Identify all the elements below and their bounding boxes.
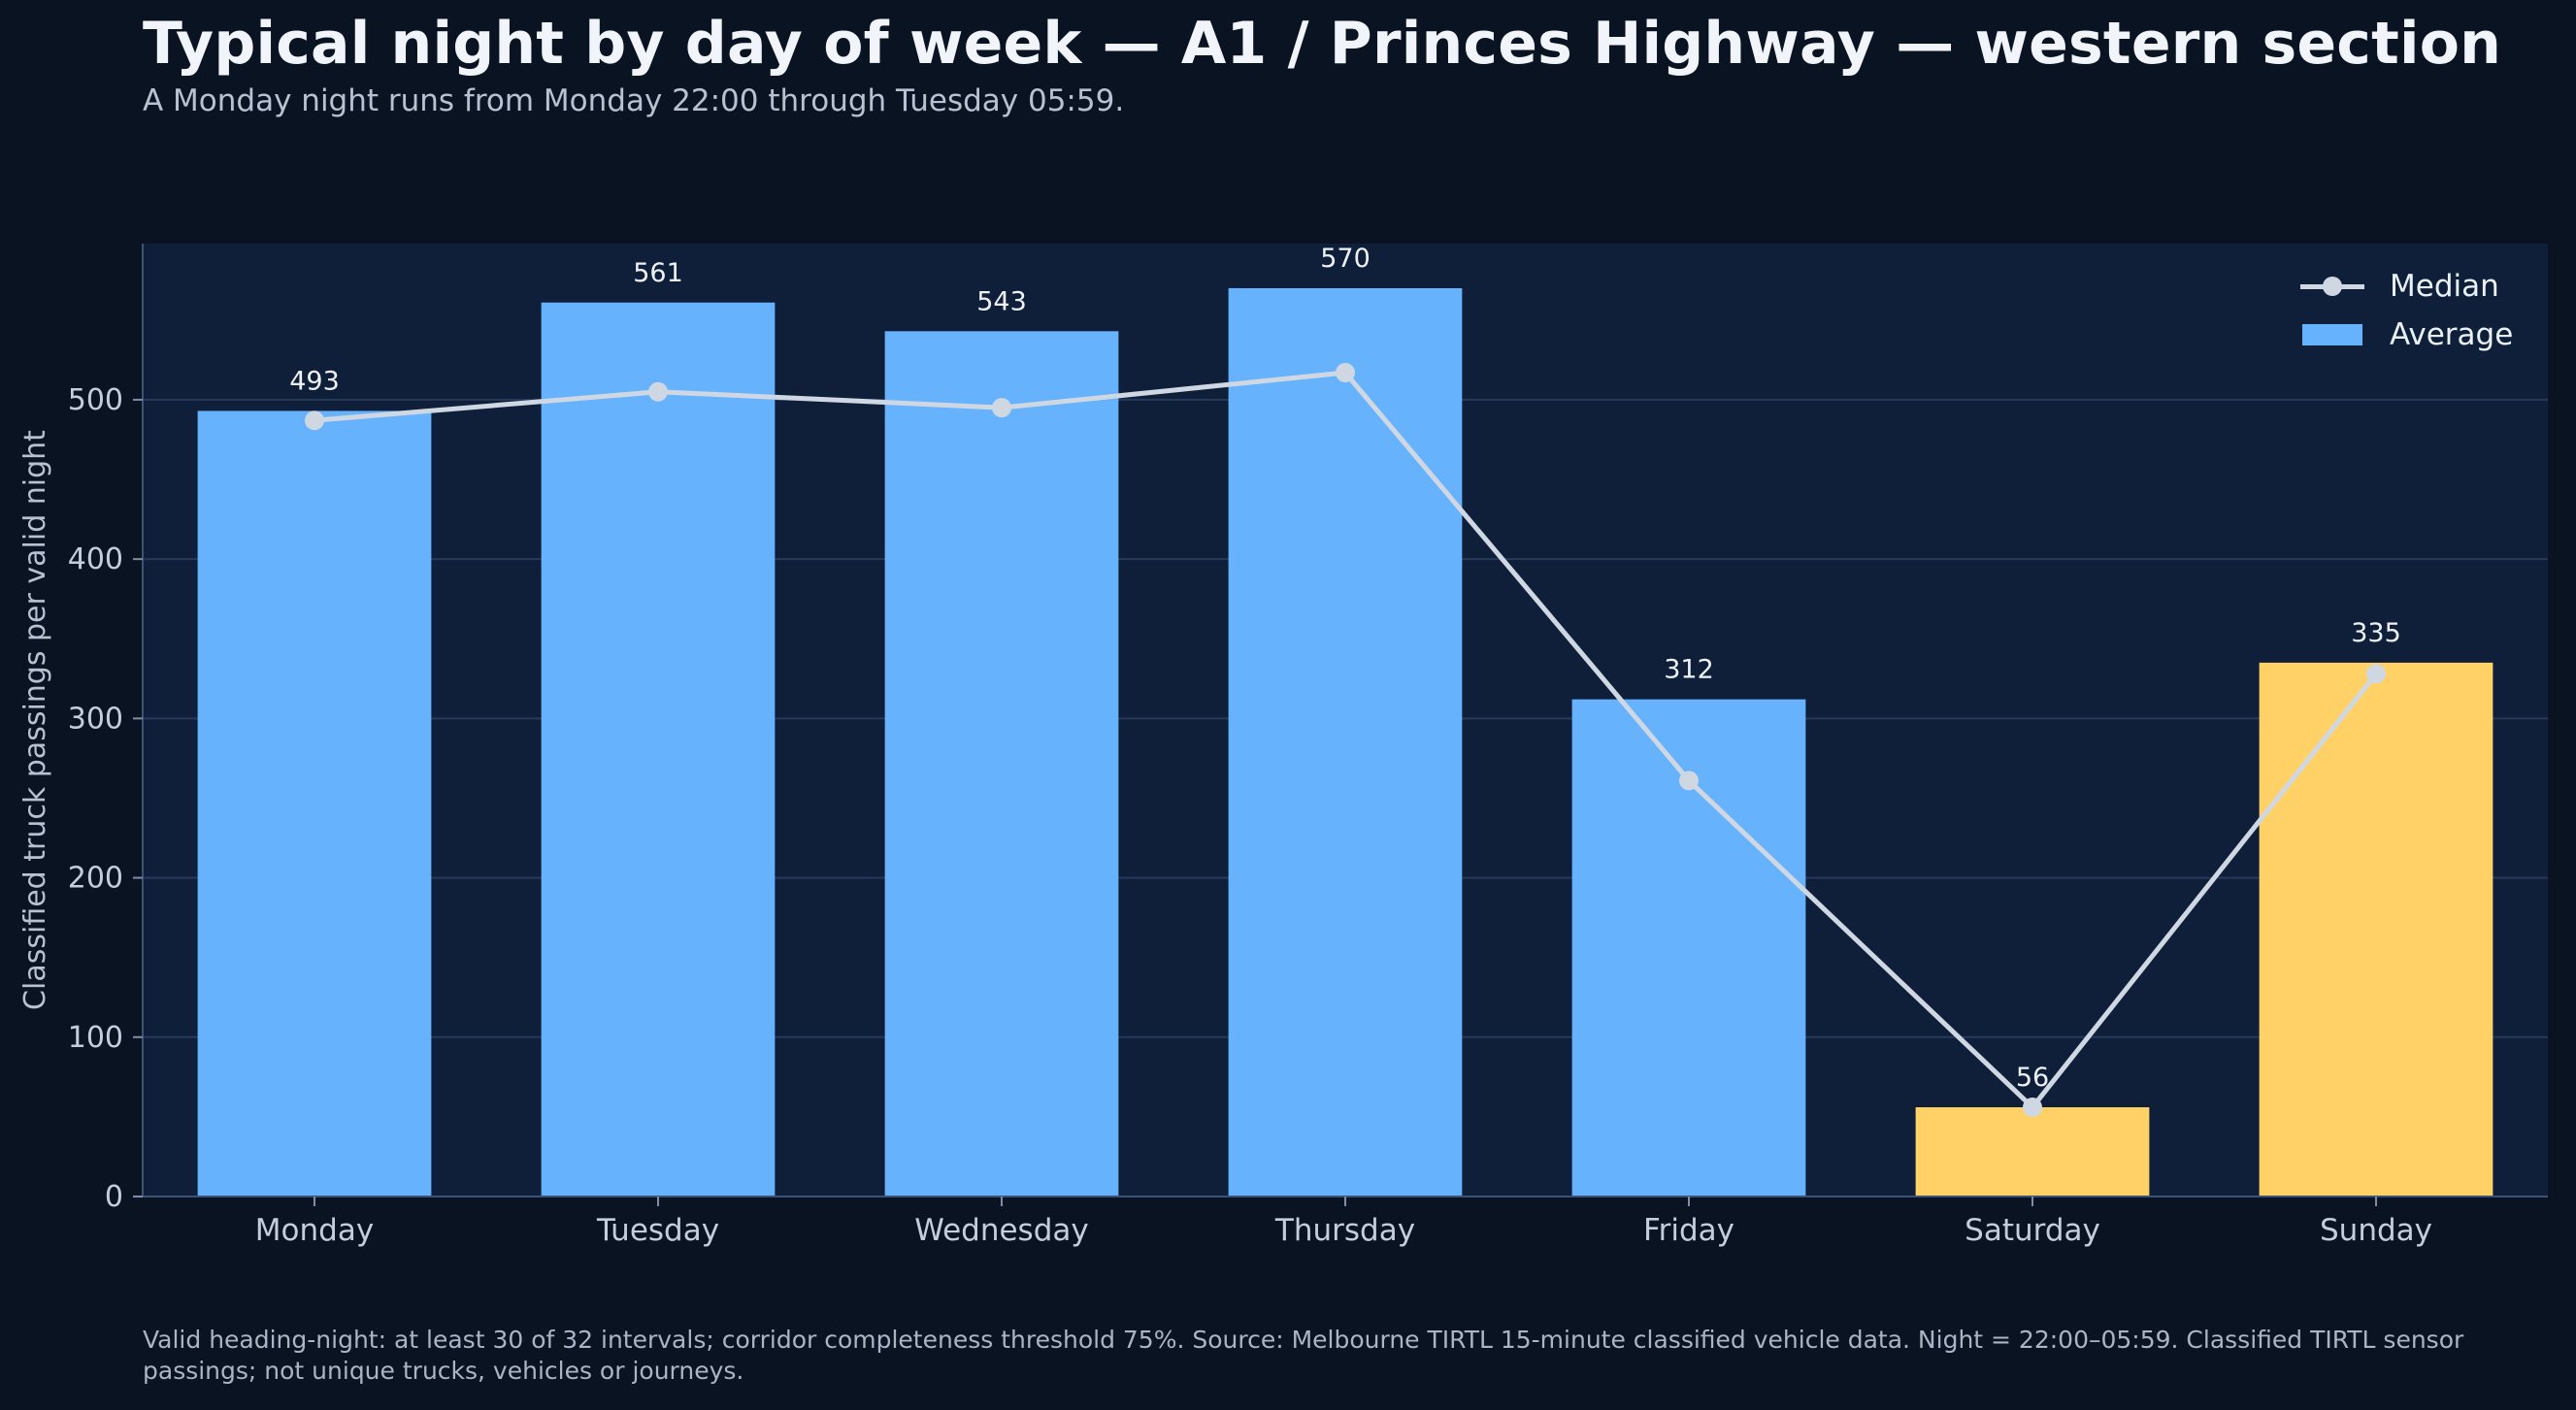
footnote: Valid heading-night: at least 30 of 32 i… bbox=[143, 1326, 2464, 1385]
bars-average bbox=[197, 287, 2493, 1197]
median-point-thursday bbox=[1336, 363, 1355, 383]
legend-swatch-average bbox=[2300, 320, 2364, 349]
bar-tuesday bbox=[541, 302, 776, 1197]
legend-item-average: Average bbox=[2300, 311, 2513, 359]
y-tick-label: 300 bbox=[68, 702, 123, 736]
x-tick-label-saturday: Saturday bbox=[1965, 1213, 2100, 1248]
x-tick-label-wednesday: Wednesday bbox=[914, 1213, 1088, 1248]
y-tick-labels: 0 100 200 300 400 500 bbox=[68, 383, 143, 1214]
y-tick-label: 200 bbox=[68, 862, 123, 896]
data-label-saturday: 56 bbox=[2016, 1063, 2049, 1093]
data-label-tuesday: 561 bbox=[633, 258, 683, 288]
median-point-friday bbox=[1679, 771, 1699, 791]
x-tick-label-thursday: Thursday bbox=[1274, 1213, 1415, 1248]
bar-value-labels: 493 561 543 570 312 56 335 bbox=[289, 244, 2401, 1093]
data-label-sunday: 335 bbox=[2351, 618, 2401, 648]
legend-label-average: Average bbox=[2390, 317, 2514, 352]
bar-sunday bbox=[2259, 662, 2493, 1197]
median-point-monday bbox=[305, 410, 324, 431]
x-tick-label-monday: Monday bbox=[255, 1213, 374, 1248]
median-point-tuesday bbox=[648, 381, 668, 402]
data-label-monday: 493 bbox=[289, 366, 340, 396]
bar-saturday bbox=[1915, 1107, 2150, 1197]
median-point-wednesday bbox=[992, 398, 1011, 418]
chart-subtitle: A Monday night runs from Monday 22:00 th… bbox=[143, 83, 1125, 118]
y-tick-label: 500 bbox=[68, 383, 123, 417]
legend-swatch-median bbox=[2300, 272, 2364, 301]
data-label-friday: 312 bbox=[1664, 655, 1714, 685]
chart-title: Typical night by day of week — A1 / Prin… bbox=[143, 10, 2502, 78]
bar-monday bbox=[197, 410, 432, 1197]
x-tick-labels: Monday Tuesday Wednesday Thursday Friday Satu… bbox=[255, 1197, 2432, 1248]
legend-label-median: Median bbox=[2390, 269, 2499, 304]
chart-legend: Median Average bbox=[2300, 262, 2513, 359]
x-tick-label-friday: Friday bbox=[1643, 1213, 1734, 1248]
y-axis-label: Classified truck passings per valid nigh… bbox=[18, 430, 52, 1010]
median-point-saturday bbox=[2023, 1098, 2042, 1118]
median-line-series bbox=[305, 363, 2386, 1118]
data-label-wednesday: 543 bbox=[976, 286, 1027, 316]
bar-thursday bbox=[1228, 287, 1463, 1197]
x-tick-label-tuesday: Tuesday bbox=[596, 1213, 719, 1248]
data-label-thursday: 570 bbox=[1320, 244, 1371, 274]
median-point-sunday bbox=[2366, 664, 2386, 684]
y-tick-label: 400 bbox=[68, 542, 123, 576]
bar-wednesday bbox=[884, 331, 1119, 1197]
legend-item-median: Median bbox=[2300, 262, 2513, 311]
y-tick-label: 100 bbox=[68, 1021, 123, 1055]
x-tick-label-sunday: Sunday bbox=[2320, 1213, 2432, 1248]
y-tick-label: 0 bbox=[105, 1180, 123, 1214]
